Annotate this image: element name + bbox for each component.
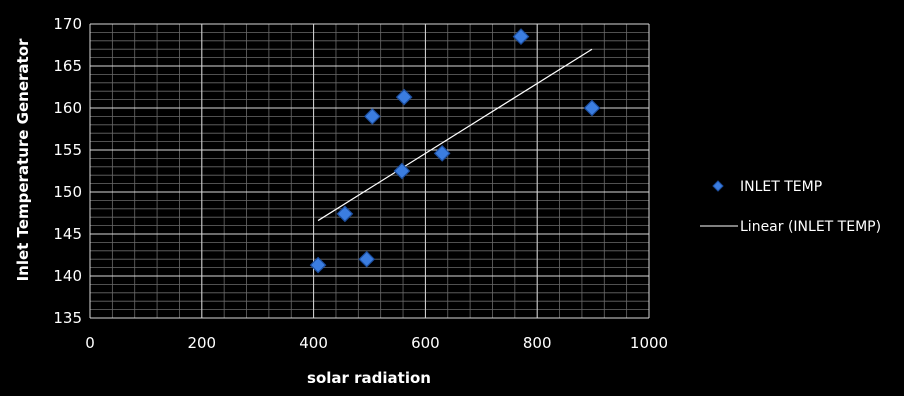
- y-tick-label: 135: [53, 309, 82, 327]
- trendline: [317, 48, 593, 222]
- y-tick-label: 145: [53, 225, 82, 243]
- data-point: [336, 205, 354, 223]
- data-point: [393, 162, 411, 180]
- data-points: [309, 28, 601, 274]
- x-tick-label: 400: [299, 334, 328, 352]
- y-axis-title: Inlet Temperature Generator: [14, 38, 32, 281]
- data-point: [358, 250, 376, 268]
- x-axis-ticks: 0 200 400 600 800 1000: [85, 334, 668, 352]
- data-point: [512, 28, 530, 45]
- legend: INLET TEMP Linear (INLET TEMP): [700, 179, 881, 235]
- trendline-group: [317, 48, 593, 222]
- x-tick-label: 800: [523, 334, 552, 352]
- x-tick-label: 0: [85, 334, 95, 352]
- y-tick-label: 160: [53, 99, 82, 117]
- x-tick-label: 600: [411, 334, 440, 352]
- major-grid: [89, 23, 650, 319]
- legend-label-inlet-temp: INLET TEMP: [740, 179, 822, 195]
- x-axis-title: solar radiation: [307, 369, 431, 387]
- data-point: [395, 88, 413, 106]
- x-tick-label: 1000: [630, 334, 668, 352]
- data-point: [583, 99, 601, 117]
- legend-label-trendline: Linear (INLET TEMP): [740, 219, 881, 235]
- y-tick-label: 150: [53, 183, 82, 201]
- data-point: [363, 108, 381, 125]
- data-point: [309, 256, 327, 274]
- legend-marker-inlet-temp: [712, 180, 724, 192]
- data-point: [433, 145, 451, 162]
- y-tick-label: 155: [53, 141, 82, 159]
- x-tick-label: 200: [187, 334, 216, 352]
- y-axis-ticks: 135 140 145 150 155 160 165 170: [53, 15, 82, 327]
- minor-grid: [89, 23, 650, 319]
- y-tick-label: 140: [53, 267, 82, 285]
- y-tick-label: 170: [53, 15, 82, 33]
- y-tick-label: 165: [53, 57, 82, 75]
